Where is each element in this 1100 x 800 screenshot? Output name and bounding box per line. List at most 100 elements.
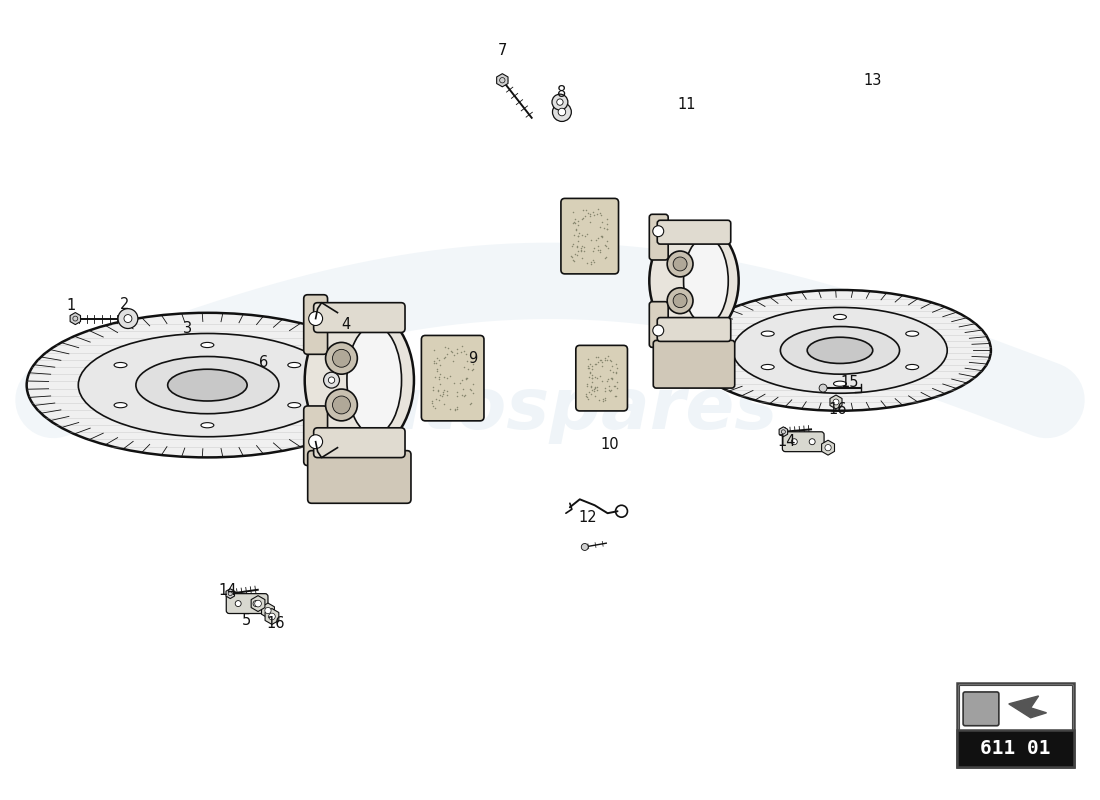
FancyBboxPatch shape xyxy=(653,341,735,388)
Point xyxy=(587,208,605,221)
Polygon shape xyxy=(779,427,788,437)
Point xyxy=(606,390,624,402)
Point xyxy=(603,372,620,385)
Point xyxy=(605,379,623,392)
FancyBboxPatch shape xyxy=(575,346,627,411)
Point xyxy=(575,244,593,257)
Text: 15: 15 xyxy=(840,374,859,390)
Point xyxy=(576,210,594,222)
Point xyxy=(424,397,441,410)
Point xyxy=(573,251,591,264)
Point xyxy=(582,234,600,246)
Point xyxy=(573,242,591,254)
Point xyxy=(429,363,447,376)
Ellipse shape xyxy=(834,314,846,319)
Point xyxy=(596,251,614,264)
Point xyxy=(595,222,613,235)
Point xyxy=(598,354,616,366)
Point xyxy=(565,229,583,242)
Text: 5: 5 xyxy=(242,613,251,628)
Point xyxy=(436,370,453,383)
Point xyxy=(581,208,598,221)
Point xyxy=(426,354,443,367)
Point xyxy=(598,223,616,236)
Point xyxy=(585,256,603,269)
Point xyxy=(580,360,597,373)
Polygon shape xyxy=(497,74,508,86)
Point xyxy=(600,373,617,386)
Point xyxy=(572,245,590,258)
Point xyxy=(436,352,453,365)
Point xyxy=(458,372,475,385)
Point xyxy=(573,240,591,253)
Point xyxy=(598,375,616,388)
Point xyxy=(582,380,600,393)
Point xyxy=(568,222,585,235)
Text: 3: 3 xyxy=(183,321,192,336)
Ellipse shape xyxy=(201,342,213,347)
Point xyxy=(444,355,462,368)
Point xyxy=(422,395,440,408)
Point xyxy=(584,369,602,382)
Point xyxy=(608,362,626,375)
Point xyxy=(460,362,477,375)
Point xyxy=(592,353,609,366)
Point xyxy=(604,360,622,373)
Point xyxy=(583,362,601,375)
Point xyxy=(576,230,594,242)
Point xyxy=(431,378,449,390)
Point xyxy=(579,391,596,404)
Polygon shape xyxy=(1009,696,1046,718)
Circle shape xyxy=(581,543,589,550)
Point xyxy=(461,398,478,410)
Point xyxy=(443,346,461,358)
Point xyxy=(582,215,600,228)
Ellipse shape xyxy=(124,314,132,322)
Point xyxy=(590,350,607,363)
Point xyxy=(448,346,465,359)
Point xyxy=(584,254,602,267)
Point xyxy=(593,360,611,373)
Point xyxy=(607,389,625,402)
Ellipse shape xyxy=(114,402,126,408)
Point xyxy=(598,213,616,226)
Point xyxy=(452,346,470,359)
Point xyxy=(580,392,597,405)
Point xyxy=(601,383,618,396)
Point xyxy=(600,350,617,362)
Point xyxy=(444,348,462,361)
FancyBboxPatch shape xyxy=(658,220,730,244)
Point xyxy=(602,383,619,396)
Text: 16: 16 xyxy=(266,616,285,631)
Point xyxy=(578,389,595,402)
Point xyxy=(588,381,606,394)
Ellipse shape xyxy=(807,338,872,363)
Ellipse shape xyxy=(558,108,565,116)
Point xyxy=(581,362,598,374)
Text: 6: 6 xyxy=(260,354,268,370)
Point xyxy=(603,372,620,385)
Point xyxy=(596,393,614,406)
Point xyxy=(607,366,625,378)
Ellipse shape xyxy=(557,99,563,106)
Point xyxy=(441,369,459,382)
Text: 10: 10 xyxy=(601,437,619,452)
Text: 13: 13 xyxy=(864,73,882,88)
Ellipse shape xyxy=(683,237,728,325)
FancyBboxPatch shape xyxy=(782,432,824,452)
Point xyxy=(574,203,592,216)
Point xyxy=(596,382,614,394)
Ellipse shape xyxy=(668,288,693,314)
Circle shape xyxy=(833,399,839,405)
Point xyxy=(568,240,585,253)
Point xyxy=(592,244,609,257)
Point xyxy=(428,352,446,365)
Point xyxy=(431,368,449,381)
Point xyxy=(593,230,611,243)
Ellipse shape xyxy=(78,334,337,437)
Point xyxy=(570,226,587,239)
Point xyxy=(562,250,580,262)
Ellipse shape xyxy=(552,102,571,122)
Point xyxy=(586,370,604,383)
Point xyxy=(592,230,609,242)
